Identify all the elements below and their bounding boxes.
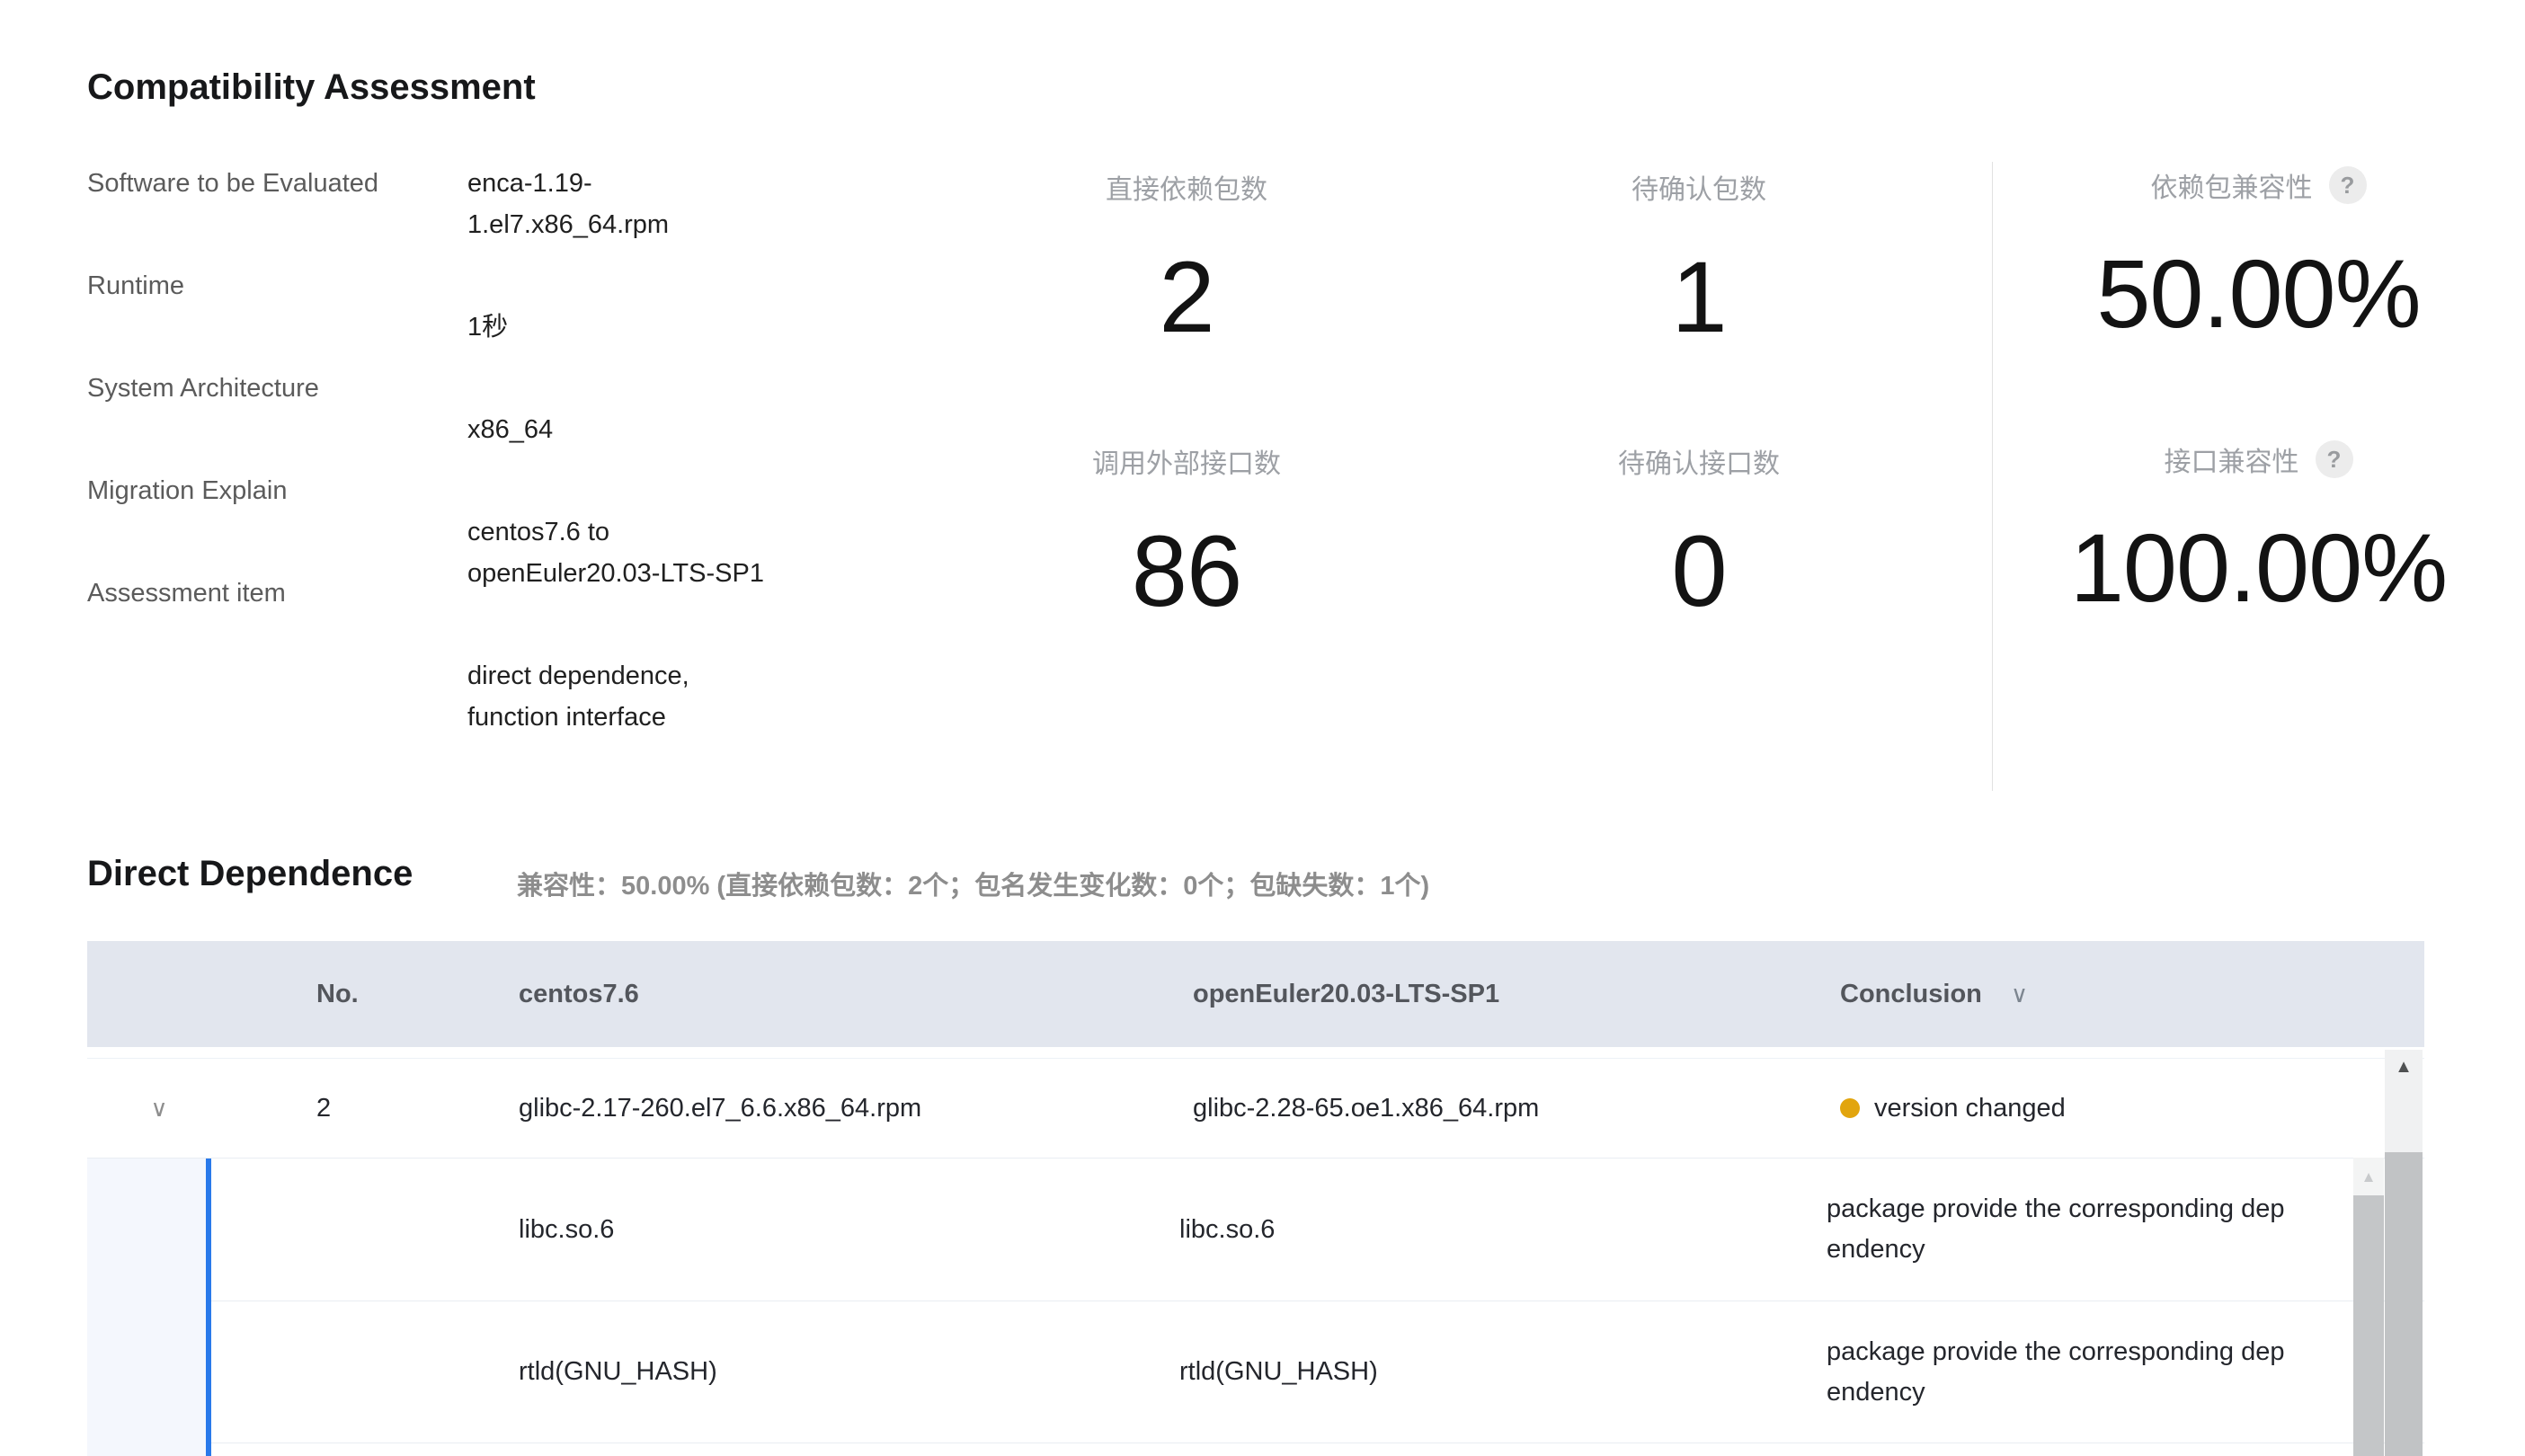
stat-value: 86 [1131, 515, 1243, 627]
info-label-runtime: Runtime [87, 271, 184, 300]
info-label-architecture: System Architecture [87, 374, 319, 403]
subrow-openeuler-item [1179, 1443, 1827, 1456]
stat-label: 直接依赖包数 [1106, 175, 1267, 205]
subrow-gutter [87, 1443, 206, 1456]
page-title: Compatibility Assessment [87, 67, 536, 107]
column-header-no: No. [316, 979, 359, 1008]
stat-value: 50.00% [2096, 239, 2421, 348]
conclusion-filter-chevron-icon[interactable]: ∨ [2010, 980, 2028, 1008]
stat-label: 接口兼容性 [2164, 448, 2299, 477]
subrow-conclusion: package provide the corresponding depend… [1827, 1336, 2285, 1407]
conclusion-header-label: Conclusion [1840, 979, 1982, 1008]
subrow-openeuler-item: libc.so.6 [1179, 1214, 1276, 1244]
stat-pending-package-count: 待确认包数 1 [1501, 166, 1897, 348]
row-openeuler-package: glibc-2.28-65.oe1.x86_64.rpm [1193, 1093, 1540, 1123]
subrow-accent-bar [206, 1301, 211, 1443]
row-conclusion: version changed [1874, 1093, 2066, 1123]
table-scrollbar[interactable]: ▲ [2385, 1050, 2423, 1456]
collapse-row-icon[interactable]: ∨ [150, 1094, 168, 1122]
stat-label: 待确认包数 [1631, 175, 1766, 205]
stat-value: 0 [1671, 515, 1727, 627]
subrow-centos-item [519, 1443, 1179, 1456]
info-value-architecture: x86_64 [467, 415, 554, 444]
subrow-spacer [211, 1443, 519, 1456]
help-icon[interactable]: ? [2328, 166, 2367, 204]
dependency-detail-subtable: libc.so.6 libc.so.6 package provide the … [87, 1158, 2424, 1456]
subtable-row-partial [87, 1443, 2424, 1456]
direct-dependence-summary: 兼容性：50.00% (直接依赖包数：2个；包名发生变化数：0个；包缺失数：1个… [517, 872, 1430, 901]
subrow-conclusion [1827, 1443, 2424, 1456]
info-value-assessment-item: direct dependence, function interface [467, 655, 917, 738]
status-dot [1840, 1098, 1860, 1118]
subrow-gutter [87, 1301, 206, 1443]
subrow-centos-item: libc.so.6 [519, 1214, 615, 1244]
table-header-row: No. centos7.6 openEuler20.03-LTS-SP1 Con… [87, 941, 2424, 1047]
subtable-scrollbar-thumb[interactable] [2353, 1195, 2384, 1456]
stats-vertical-divider [1992, 162, 1993, 791]
subrow-openeuler-item: rtld(GNU_HASH) [1179, 1301, 1827, 1443]
assessment-item-line1: direct dependence, [467, 661, 689, 690]
software-name-line2: 1.el7.x86_64.rpm [467, 210, 670, 239]
scroll-up-icon[interactable]: ▲ [2395, 1057, 2413, 1077]
info-value-runtime: 1秒 [467, 313, 509, 342]
stat-label: 依赖包兼容性 [2150, 173, 2313, 203]
software-name-line1: enca-1.19- [467, 169, 592, 198]
subrow-accent-bar [206, 1159, 211, 1301]
subrow-gutter [87, 1159, 206, 1301]
stat-value: 2 [1159, 241, 1214, 353]
stat-interface-compatibility: 接口兼容性 ? 100.00% [2014, 439, 2503, 617]
column-header-centos: centos7.6 [519, 979, 639, 1008]
info-value-software: enca-1.19- 1.el7.x86_64.rpm [467, 163, 917, 245]
subrow-spacer [211, 1301, 519, 1443]
info-value-migration: centos7.6 to openEuler20.03-LTS-SP1 [467, 511, 917, 594]
table-body: ∨ 2 glibc-2.17-260.el7_6.6.x86_64.rpm gl… [87, 1058, 2424, 1456]
column-header-conclusion: Conclusion ∨ [1755, 980, 2424, 1009]
table-scrollbar-thumb[interactable] [2385, 1152, 2423, 1456]
info-value-column: enca-1.19- 1.el7.x86_64.rpm 1秒 x86_64 ce… [467, 163, 917, 738]
row-no: 2 [316, 1093, 332, 1123]
stat-label: 待确认接口数 [1618, 449, 1780, 479]
migration-line2: openEuler20.03-LTS-SP1 [467, 559, 764, 588]
subrow-conclusion: package provide the corresponding depend… [1827, 1194, 2285, 1264]
subtable-row: rtld(GNU_HASH) rtld(GNU_HASH) package pr… [87, 1301, 2424, 1443]
dependence-table: No. centos7.6 openEuler20.03-LTS-SP1 Con… [87, 941, 2424, 1456]
assessment-info-panel: Software to be Evaluated Runtime System … [87, 163, 917, 738]
subtable-row: libc.so.6 libc.so.6 package provide the … [87, 1159, 2424, 1301]
subrow-accent-bar [206, 1443, 211, 1456]
assessment-item-line2: function interface [467, 703, 666, 732]
stat-value: 100.00% [2069, 513, 2448, 622]
subtable-scrollbar[interactable]: ▲ [2353, 1158, 2384, 1456]
column-header-openeuler: openEuler20.03-LTS-SP1 [1193, 979, 1500, 1008]
migration-line1: centos7.6 to [467, 518, 609, 546]
subtable-scroll-up-icon[interactable]: ▲ [2361, 1168, 2377, 1185]
stat-label: 调用外部接口数 [1092, 449, 1281, 479]
info-label-migration: Migration Explain [87, 476, 288, 505]
subrow-spacer [211, 1159, 519, 1301]
stat-direct-dependency-count: 直接依赖包数 2 [989, 166, 1384, 348]
row-centos-package: glibc-2.17-260.el7_6.6.x86_64.rpm [519, 1093, 922, 1123]
info-label-column: Software to be Evaluated Runtime System … [87, 163, 467, 738]
help-icon[interactable]: ? [2315, 440, 2353, 478]
stat-external-interface-count: 调用外部接口数 86 [989, 440, 1384, 622]
stat-value: 1 [1671, 241, 1727, 353]
stat-pending-interface-count: 待确认接口数 0 [1501, 440, 1897, 622]
direct-dependence-title: Direct Dependence [87, 854, 413, 893]
info-label-assessment-item: Assessment item [87, 579, 286, 608]
info-label-software: Software to be Evaluated [87, 169, 379, 198]
stat-dependency-compatibility: 依赖包兼容性 ? 50.00% [2014, 164, 2503, 342]
subrow-centos-item: rtld(GNU_HASH) [519, 1301, 1179, 1443]
table-row: ∨ 2 glibc-2.17-260.el7_6.6.x86_64.rpm gl… [87, 1059, 2424, 1158]
